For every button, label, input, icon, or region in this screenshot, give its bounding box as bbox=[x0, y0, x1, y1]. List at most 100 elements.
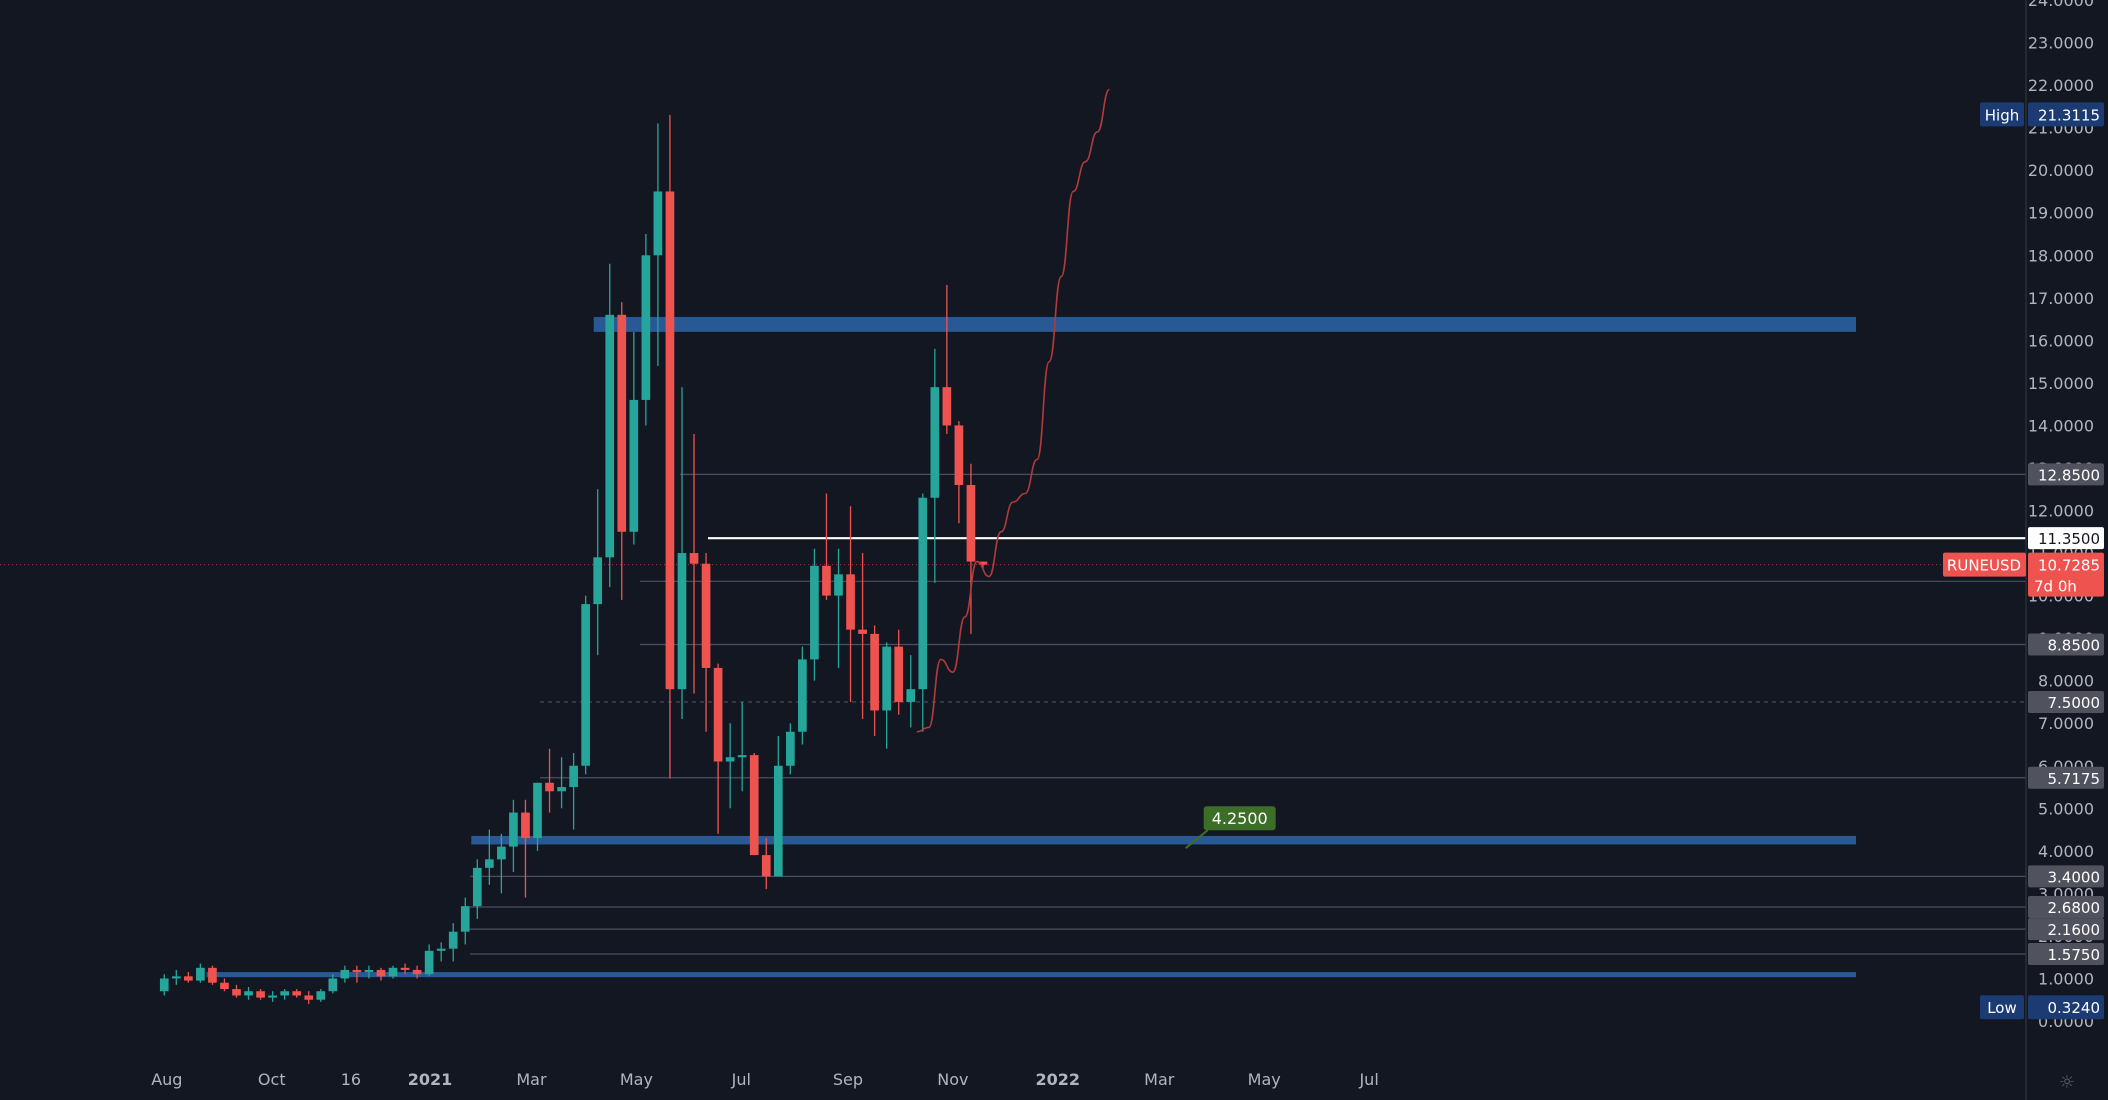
last-price-box bbox=[2028, 552, 2104, 597]
candle-body bbox=[593, 557, 603, 605]
candle-body bbox=[220, 982, 229, 990]
candle-body bbox=[533, 782, 542, 839]
candle-body bbox=[822, 565, 831, 596]
tag-label: Low bbox=[1987, 999, 2017, 1017]
zones-layer bbox=[206, 316, 1856, 978]
candle-body bbox=[641, 255, 651, 400]
candle-body bbox=[400, 967, 410, 970]
candle-body bbox=[485, 859, 494, 868]
x-tick-label: 2022 bbox=[1036, 1070, 1081, 1089]
x-tick-label: Mar bbox=[1144, 1070, 1175, 1089]
candle-body bbox=[725, 757, 735, 762]
level-tag bbox=[2028, 633, 2104, 656]
level-tag-label: 2.1600 bbox=[2048, 921, 2101, 939]
candle-body bbox=[268, 995, 277, 998]
candle-body bbox=[773, 765, 783, 877]
candle-body bbox=[689, 553, 699, 564]
candle-body bbox=[894, 646, 904, 702]
candle-body bbox=[942, 387, 952, 426]
level-tag bbox=[2028, 766, 2104, 789]
y-tick-label: 14.0000 bbox=[2028, 416, 2094, 435]
tag-value: 0.3240 bbox=[2048, 999, 2101, 1017]
candle-body bbox=[810, 565, 819, 660]
projection-path-line bbox=[916, 88, 1111, 733]
candle-body bbox=[352, 969, 362, 973]
y-tick-label: 4.0000 bbox=[2038, 842, 2094, 861]
candle-body bbox=[846, 574, 855, 630]
projection-layer bbox=[916, 88, 1111, 733]
time-axis[interactable]: Aug Oct 16 2021 Mar May Jul Sep Nov 2022 Mar May Jul bbox=[151, 1070, 1379, 1089]
countdown-label: 7d 0h bbox=[2034, 578, 2077, 596]
candle-body bbox=[159, 978, 169, 992]
price-axis[interactable]: 0.00001.00002.00003.00004.00005.00006.00… bbox=[2028, 0, 2094, 1031]
candles-layer bbox=[159, 114, 988, 1004]
annotation-layer: 4.2500 bbox=[1185, 806, 1276, 849]
tag-value: 21.3115 bbox=[2038, 106, 2100, 124]
x-tick-label: Mar bbox=[516, 1070, 547, 1089]
candle-body bbox=[749, 755, 759, 856]
symbol-tag-box bbox=[1943, 552, 2026, 577]
y-tick-label: 22.0000 bbox=[2028, 76, 2094, 95]
level-tag bbox=[2028, 527, 2104, 550]
candle-body bbox=[581, 604, 590, 766]
x-tick-label: Oct bbox=[258, 1070, 286, 1089]
candle-body bbox=[629, 399, 639, 532]
level-tag bbox=[2028, 690, 2104, 713]
candle-body bbox=[930, 387, 940, 498]
candle-body bbox=[653, 191, 663, 256]
y-tick-label: 15.0000 bbox=[2028, 374, 2094, 393]
x-tick-label: May bbox=[620, 1070, 653, 1089]
candle-body bbox=[545, 782, 554, 792]
candle-body bbox=[412, 969, 422, 975]
level-tag bbox=[2028, 865, 2104, 888]
level-tag-label: 5.7175 bbox=[2048, 770, 2101, 788]
candle-body bbox=[870, 633, 879, 711]
candle-body bbox=[184, 976, 193, 981]
candle-body bbox=[858, 629, 867, 634]
y-tick-label: 20.0000 bbox=[2028, 161, 2094, 180]
candle-body bbox=[978, 561, 988, 565]
candle-body bbox=[617, 314, 627, 532]
candle-body bbox=[677, 553, 687, 690]
tag-label-box bbox=[1980, 995, 2024, 1020]
level-tag-label: 7.5000 bbox=[2048, 694, 2101, 712]
candle-body bbox=[460, 906, 470, 932]
candle-body bbox=[521, 812, 530, 839]
tag-value-box bbox=[2028, 995, 2104, 1020]
zone-band bbox=[593, 316, 1856, 332]
candle-body bbox=[569, 765, 578, 788]
candle-body bbox=[497, 846, 506, 860]
symbol-tag-label: RUNEUSD bbox=[1947, 557, 2021, 575]
candle-body bbox=[196, 967, 205, 981]
x-tick-label: Aug bbox=[151, 1070, 182, 1089]
candle-body bbox=[472, 867, 482, 907]
level-tag-label: 12.8500 bbox=[2038, 466, 2100, 484]
y-tick-label: 7.0000 bbox=[2038, 714, 2094, 733]
settings-gear-icon[interactable]: ☼ bbox=[2059, 1072, 2075, 1093]
level-tag-label: 2.6800 bbox=[2048, 899, 2101, 917]
level-tag-label: 3.4000 bbox=[2048, 868, 2101, 886]
annotation-box bbox=[1203, 806, 1276, 831]
y-tick-label: 19.0000 bbox=[2028, 204, 2094, 223]
level-tag-label: 11.3500 bbox=[2038, 530, 2100, 548]
candle-body bbox=[376, 969, 386, 977]
candle-body bbox=[280, 991, 289, 996]
zone-band bbox=[471, 835, 1856, 845]
zone-band bbox=[206, 972, 1856, 978]
candle-body bbox=[340, 969, 350, 979]
candle-body bbox=[557, 787, 566, 792]
candle-body bbox=[256, 991, 265, 998]
x-tick-label: Jul bbox=[731, 1070, 751, 1089]
x-tick-label: May bbox=[1248, 1070, 1281, 1089]
candle-body bbox=[208, 967, 217, 983]
y-tick-label: 5.0000 bbox=[2038, 799, 2094, 818]
candle-body bbox=[304, 995, 314, 1000]
y-tick-label: 12.0000 bbox=[2028, 502, 2094, 521]
y-tick-label: 16.0000 bbox=[2028, 331, 2094, 350]
candle-body bbox=[966, 484, 976, 562]
y-tick-label: 23.0000 bbox=[2028, 34, 2094, 53]
candle-body bbox=[798, 659, 807, 732]
x-tick-label: Sep bbox=[833, 1070, 863, 1089]
